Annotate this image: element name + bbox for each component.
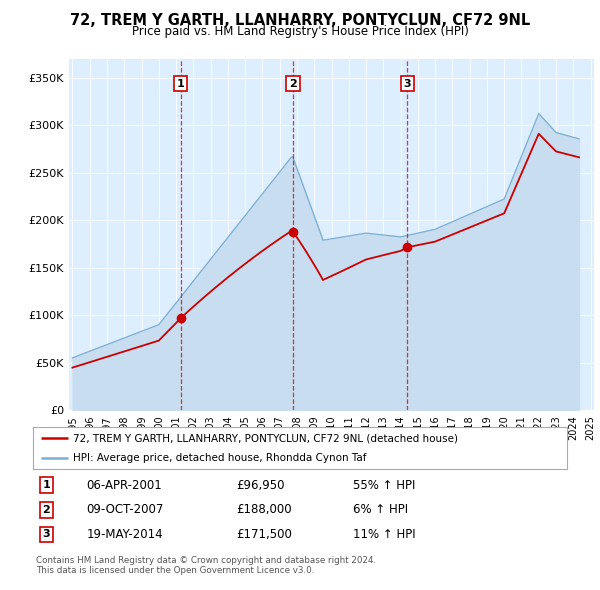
- Text: 2: 2: [43, 505, 50, 515]
- Text: This data is licensed under the Open Government Licence v3.0.: This data is licensed under the Open Gov…: [36, 566, 314, 575]
- Text: 55% ↑ HPI: 55% ↑ HPI: [353, 478, 416, 492]
- Text: 72, TREM Y GARTH, LLANHARRY, PONTYCLUN, CF72 9NL (detached house): 72, TREM Y GARTH, LLANHARRY, PONTYCLUN, …: [73, 434, 458, 444]
- Text: 3: 3: [43, 529, 50, 539]
- Text: £188,000: £188,000: [236, 503, 292, 516]
- Text: 6% ↑ HPI: 6% ↑ HPI: [353, 503, 409, 516]
- Text: 2: 2: [289, 78, 297, 88]
- Text: HPI: Average price, detached house, Rhondda Cynon Taf: HPI: Average price, detached house, Rhon…: [73, 454, 367, 463]
- Text: 11% ↑ HPI: 11% ↑ HPI: [353, 528, 416, 541]
- Text: Price paid vs. HM Land Registry's House Price Index (HPI): Price paid vs. HM Land Registry's House …: [131, 25, 469, 38]
- Text: 72, TREM Y GARTH, LLANHARRY, PONTYCLUN, CF72 9NL: 72, TREM Y GARTH, LLANHARRY, PONTYCLUN, …: [70, 13, 530, 28]
- Text: 1: 1: [177, 78, 185, 88]
- Text: 1: 1: [43, 480, 50, 490]
- Text: 19-MAY-2014: 19-MAY-2014: [86, 528, 163, 541]
- Text: 09-OCT-2007: 09-OCT-2007: [86, 503, 164, 516]
- Text: Contains HM Land Registry data © Crown copyright and database right 2024.: Contains HM Land Registry data © Crown c…: [36, 556, 376, 565]
- Text: 06-APR-2001: 06-APR-2001: [86, 478, 162, 492]
- Text: £171,500: £171,500: [236, 528, 292, 541]
- Text: £96,950: £96,950: [236, 478, 284, 492]
- Text: 3: 3: [403, 78, 411, 88]
